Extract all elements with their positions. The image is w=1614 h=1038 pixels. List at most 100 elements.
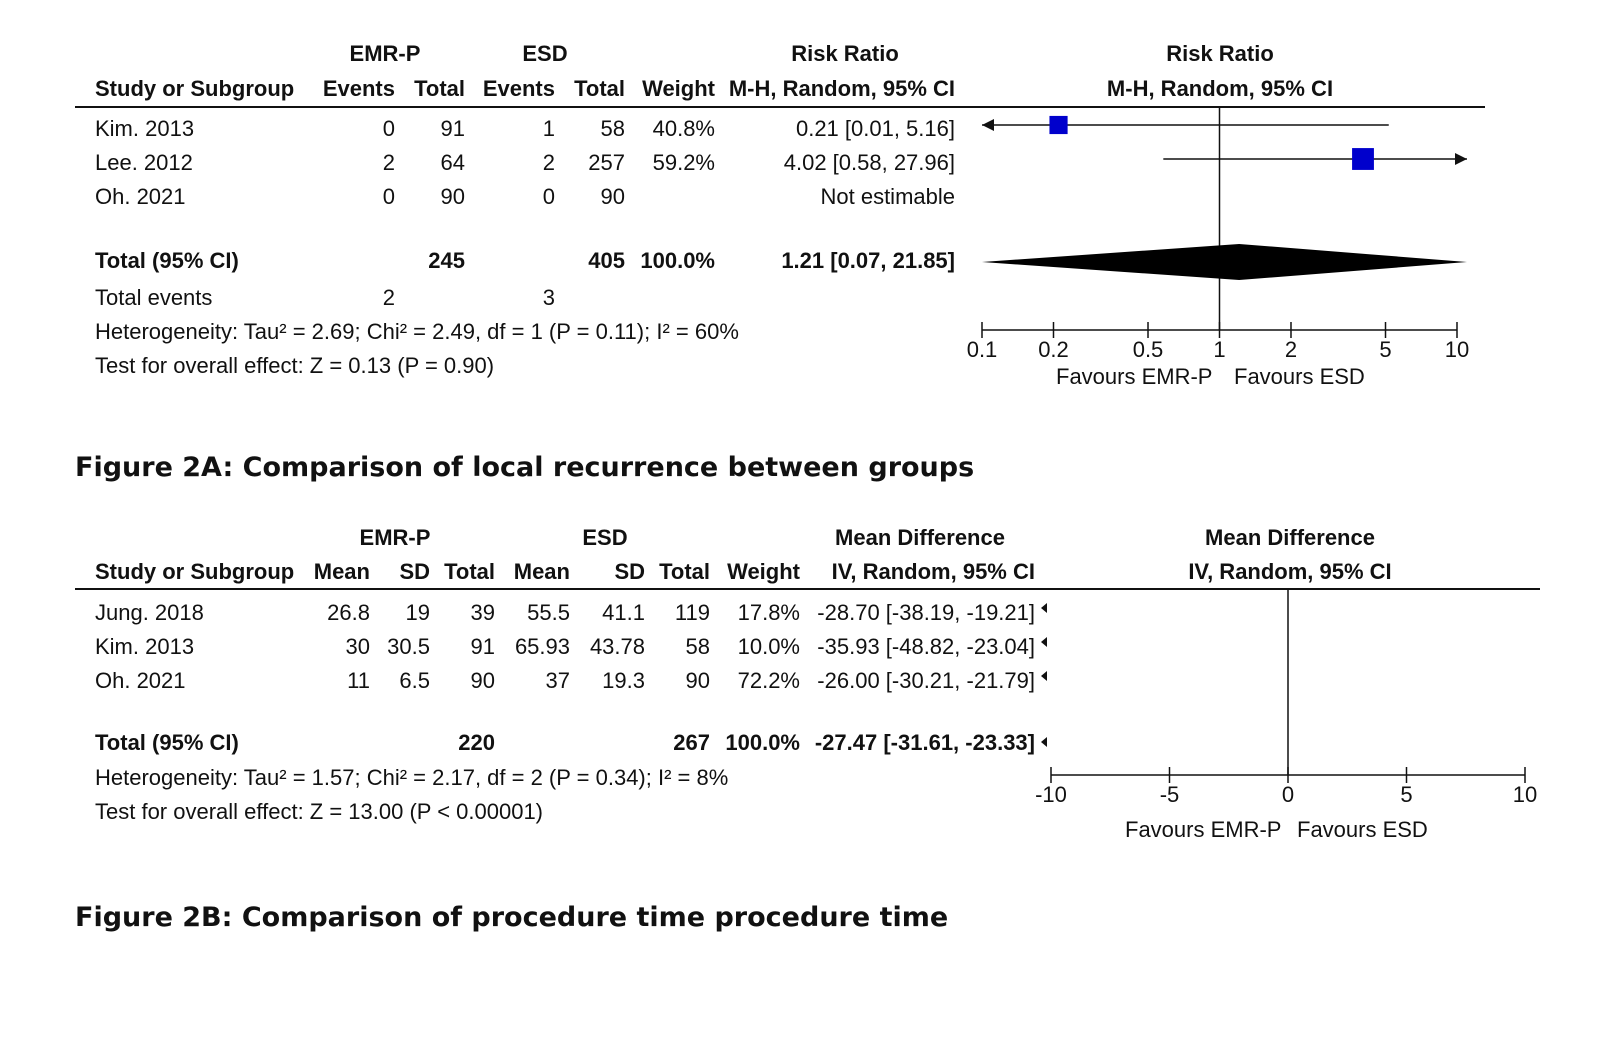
figure-caption-b: Figure 2B: Comparison of procedure time …	[75, 902, 949, 933]
study-marker	[1049, 115, 1068, 135]
mean2-header: Mean	[513, 559, 570, 584]
weight-value: 17.8%	[737, 600, 800, 625]
study-name: Jung. 2018	[95, 600, 204, 625]
weight-value: 72.2%	[737, 668, 800, 693]
total1-value: 90	[440, 184, 465, 209]
total-label: Total (95% CI)	[95, 248, 239, 273]
total1-sum: 220	[458, 730, 495, 755]
mean2-value: 65.93	[514, 634, 570, 659]
total1-value: 64	[440, 150, 465, 175]
mean1-value: 11	[347, 668, 370, 693]
forest-plot-a-graphic: 0.1 0.2 0.5 1 2 5 10	[967, 107, 1469, 362]
weight-value: 10.0%	[737, 634, 800, 659]
group1-header: EMR-P	[359, 525, 431, 550]
x-tick-label: 5	[1400, 782, 1412, 807]
mean1-value: 26.8	[327, 600, 370, 625]
events1-value: 2	[382, 150, 395, 175]
sd2-value: 19.3	[602, 668, 645, 693]
favours-right-label: Favours ESD	[1297, 817, 1428, 842]
effect-subheader: M-H, Random, 95% CI	[728, 76, 955, 101]
effect-header: Risk Ratio	[791, 41, 899, 66]
sd1-value: 6.5	[399, 668, 430, 693]
favours-left-label: Favours EMR-P	[1125, 817, 1282, 842]
total1-header: Total	[414, 76, 465, 101]
total2-value: 90	[685, 668, 710, 693]
heterogeneity-text: Heterogeneity: Tau² = 1.57; Chi² = 2.17,…	[95, 765, 729, 790]
study-name: Lee. 2012	[95, 150, 193, 175]
forest-plot-a: EMR-P ESD Risk Ratio Risk Ratio Study or…	[0, 0, 1614, 430]
overall-effect-text: Test for overall effect: Z = 0.13 (P = 0…	[95, 353, 495, 378]
header-rule	[75, 106, 1485, 108]
effect-value: -28.70 [-38.19, -19.21]	[817, 600, 1035, 625]
study-col-header: Study or Subgroup	[95, 76, 295, 101]
sd2-value: 41.1	[602, 600, 645, 625]
total2-value: 119	[674, 600, 710, 625]
effect-value: -35.93 [-48.82, -23.04]	[817, 634, 1035, 659]
group2-header: ESD	[582, 525, 628, 550]
sd1-header: SD	[399, 559, 430, 584]
total-effect: -27.47 [-31.61, -23.33]	[814, 730, 1035, 755]
figure-caption-a: Figure 2A: Comparison of local recurrenc…	[75, 452, 975, 483]
events2-value: 0	[542, 184, 555, 209]
x-tick-label: 2	[1285, 337, 1297, 362]
effect-value: 4.02 [0.58, 27.96]	[783, 150, 955, 175]
sd1-value: 19	[405, 600, 430, 625]
overall-effect-text: Test for overall effect: Z = 13.00 (P < …	[95, 799, 544, 824]
events-label: Total events	[95, 285, 213, 310]
total1-sum: 245	[428, 248, 465, 273]
total1-value: 90	[470, 668, 495, 693]
total-weight: 100.0%	[725, 730, 800, 755]
sd2-value: 43.78	[589, 634, 645, 659]
sd1-value: 30.5	[387, 634, 430, 659]
weight-value: 59.2%	[652, 150, 715, 175]
total2-header: Total	[659, 559, 710, 584]
favours-right-label: Favours ESD	[1234, 364, 1365, 389]
study-name: Oh. 2021	[95, 668, 186, 693]
events1-header: Events	[322, 76, 395, 101]
pooled-diamond	[982, 244, 1467, 280]
weight-value: 40.8%	[652, 116, 715, 141]
events2-value: 2	[542, 150, 555, 175]
ci-arrow-right	[1455, 153, 1467, 165]
favours-left-label: Favours EMR-P	[1056, 364, 1213, 389]
mean2-value: 55.5	[527, 600, 570, 625]
x-tick-label: -10	[1035, 782, 1067, 807]
study-marker	[1352, 148, 1374, 170]
header-rule	[75, 588, 1540, 590]
total2-value: 90	[600, 184, 625, 209]
group2-header: ESD	[522, 41, 568, 66]
total-label: Total (95% CI)	[95, 730, 239, 755]
plot-subheader: M-H, Random, 95% CI	[1106, 76, 1334, 101]
events1-value: 0	[382, 116, 395, 141]
total-effect: 1.21 [0.07, 21.85]	[781, 248, 955, 273]
weight-header: Weight	[642, 76, 715, 101]
events1-total: 2	[382, 285, 395, 310]
ci-arrow-left	[982, 119, 994, 131]
offscale-arrow	[1041, 671, 1047, 681]
events1-value: 0	[382, 184, 395, 209]
total-weight: 100.0%	[640, 248, 715, 273]
forest-plot-b-graphic: -10 -5 0 5 10	[1035, 589, 1537, 807]
study-name: Oh. 2021	[95, 184, 186, 209]
effect-value: Not estimable	[820, 184, 955, 209]
total2-value: 58	[685, 634, 710, 659]
events2-header: Events	[482, 76, 555, 101]
total2-sum: 405	[588, 248, 625, 273]
mean1-header: Mean	[313, 559, 370, 584]
heterogeneity-text: Heterogeneity: Tau² = 2.69; Chi² = 2.49,…	[95, 319, 739, 344]
total2-header: Total	[574, 76, 625, 101]
effect-subheader: IV, Random, 95% CI	[831, 559, 1035, 584]
mean1-value: 30	[345, 634, 370, 659]
total2-sum: 267	[673, 730, 710, 755]
weight-header: Weight	[727, 559, 800, 584]
mean2-value: 37	[545, 668, 570, 693]
offscale-arrow	[1041, 637, 1047, 647]
total2-value: 58	[600, 116, 625, 141]
x-tick-label: 0.1	[967, 337, 998, 362]
plot-header: Risk Ratio	[1166, 41, 1274, 66]
x-tick-label: 1	[1213, 337, 1225, 362]
total2-value: 257	[588, 150, 625, 175]
x-tick-label: -5	[1160, 782, 1180, 807]
x-tick-label: 0	[1282, 782, 1294, 807]
forest-plot-b: EMR-P ESD Mean Difference Mean Differenc…	[0, 480, 1614, 910]
